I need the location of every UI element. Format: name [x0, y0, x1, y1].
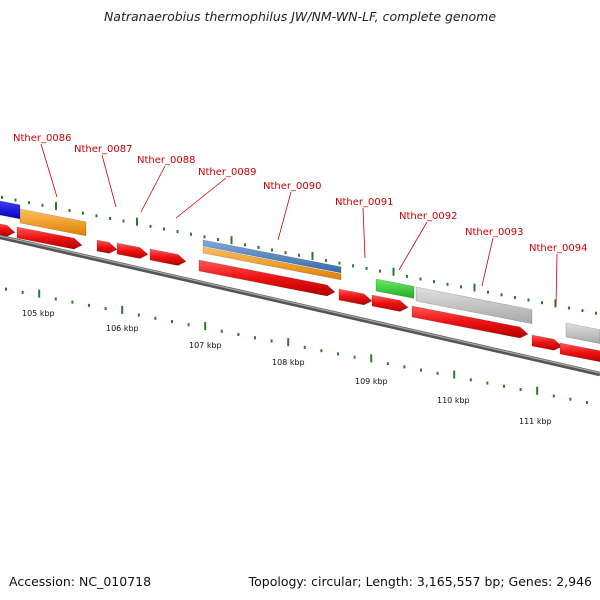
feature-bar-orange-thin: [202, 246, 342, 281]
accession-text: Accession: NC_010718: [9, 574, 152, 589]
feature-bar-blue: [0, 200, 21, 220]
gene-label: Nther_0088: [137, 155, 195, 166]
kbp-label: 111 kbp: [519, 417, 552, 426]
gene-label: Nther_0093: [465, 227, 523, 238]
topology-summary: Topology: circular; Length: 3,165,557 bp…: [248, 574, 592, 589]
kbp-label: 110 kbp: [437, 396, 470, 405]
tick-row-top: [1, 195, 597, 315]
cds-arrow: [338, 288, 373, 306]
gene-label: Nther_0086: [13, 133, 71, 144]
kbp-label: 108 kbp: [272, 358, 305, 367]
feature-bar-green: [375, 278, 415, 299]
gene-label: Nther_0091: [335, 197, 393, 208]
cds-arrow: [149, 248, 187, 266]
gene-label: Nther_0090: [263, 181, 321, 192]
leader-line: [175, 177, 227, 219]
backbone-line: [0, 234, 600, 377]
backbone-highlight: [0, 235, 600, 374]
cds-arrow: [116, 242, 149, 259]
cds-arrow: [531, 334, 563, 351]
leader-line: [40, 143, 58, 198]
leader-line: [555, 253, 558, 307]
kbp-label: 106 kbp: [106, 324, 139, 333]
feature-bar-steelblue: [202, 239, 342, 274]
label-leader-lines: [40, 143, 558, 307]
gene-label: Nther_0092: [399, 211, 457, 222]
leader-line: [101, 154, 117, 208]
cds-arrow: [559, 342, 600, 363]
cds-arrow: [0, 223, 16, 237]
feature-bar-gray: [565, 322, 600, 344]
feature-track: [0, 200, 600, 363]
kbp-scale-labels: 105 kbp 106 kbp 107 kbp 108 kbp 109 kbp 110 k…: [22, 309, 552, 426]
map-title: Natranaerobius thermophilus JW/NM-WN-LF,…: [103, 9, 497, 24]
kbp-label: 109 kbp: [355, 377, 388, 386]
cds-arrow: [96, 239, 118, 254]
leader-line: [481, 237, 494, 287]
feature-bar-gray: [415, 286, 533, 324]
cds-arrow: [371, 294, 409, 312]
leader-line: [277, 191, 292, 241]
genome-backbone: [0, 234, 600, 377]
leader-line: [362, 207, 366, 259]
leader-line: [140, 165, 166, 213]
kbp-label: 107 kbp: [189, 341, 222, 350]
cds-arrow: [198, 259, 336, 297]
leader-line: [398, 221, 428, 271]
cds-arrow: [411, 305, 529, 339]
gene-label: Nther_0094: [529, 243, 587, 254]
feature-bar-orange: [19, 208, 87, 237]
gene-label: Nther_0087: [74, 144, 132, 155]
gene-label: Nther_0089: [198, 167, 256, 178]
cds-arrow: [16, 226, 83, 250]
tick-row-bottom: [5, 287, 588, 404]
kbp-label: 105 kbp: [22, 309, 55, 318]
